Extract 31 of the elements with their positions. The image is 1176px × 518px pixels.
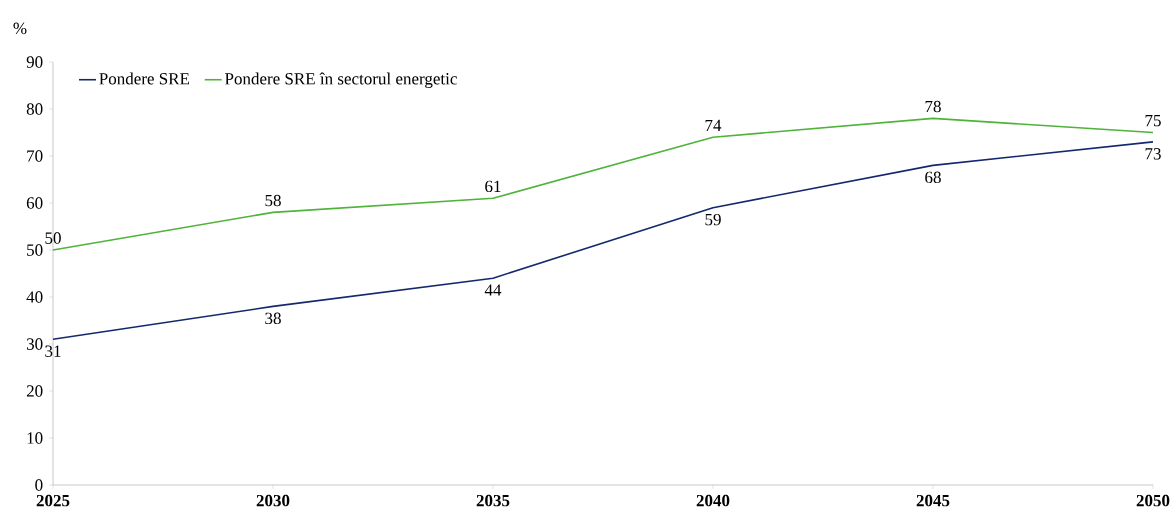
y-tick-label: 80 (26, 103, 43, 115)
y-tick-label: 70 (27, 150, 43, 162)
y-tick-label: 30 (26, 338, 43, 350)
x-tick-label: 2035 (476, 494, 510, 507)
data-label: 59 (705, 213, 721, 226)
y-tick-label: 10 (27, 432, 43, 444)
y-axis-title: % (13, 22, 27, 35)
y-tick-label: 50 (27, 244, 43, 256)
y-tick-label: 20 (26, 385, 43, 397)
data-label: 78 (925, 100, 941, 113)
data-label: 58 (265, 194, 281, 207)
data-label: 44 (484, 284, 502, 296)
y-tick-label: 90 (26, 56, 43, 68)
data-label: 31 (45, 345, 61, 357)
y-tick-label: 0 (35, 479, 43, 491)
data-label: 38 (265, 312, 281, 325)
y-tick-label: 40 (26, 291, 43, 303)
legend-label: Pondere SRE în sectorul energetic (224, 72, 457, 89)
data-label: 74 (705, 119, 722, 131)
data-label: 73 (1145, 148, 1161, 160)
x-tick-label: 2025 (36, 494, 70, 507)
data-label: 68 (925, 171, 941, 184)
x-tick-label: 2045 (916, 494, 950, 507)
data-label: 75 (1145, 115, 1161, 127)
y-tick-label: 60 (26, 197, 43, 209)
data-label: 61 (485, 180, 501, 193)
x-tick-label: 2050 (1136, 494, 1170, 507)
x-tick-label: 2040 (696, 494, 730, 507)
data-label: 50 (45, 232, 61, 244)
legend-label: Pondere SRE (99, 72, 190, 85)
x-tick-label: 2030 (256, 494, 290, 507)
